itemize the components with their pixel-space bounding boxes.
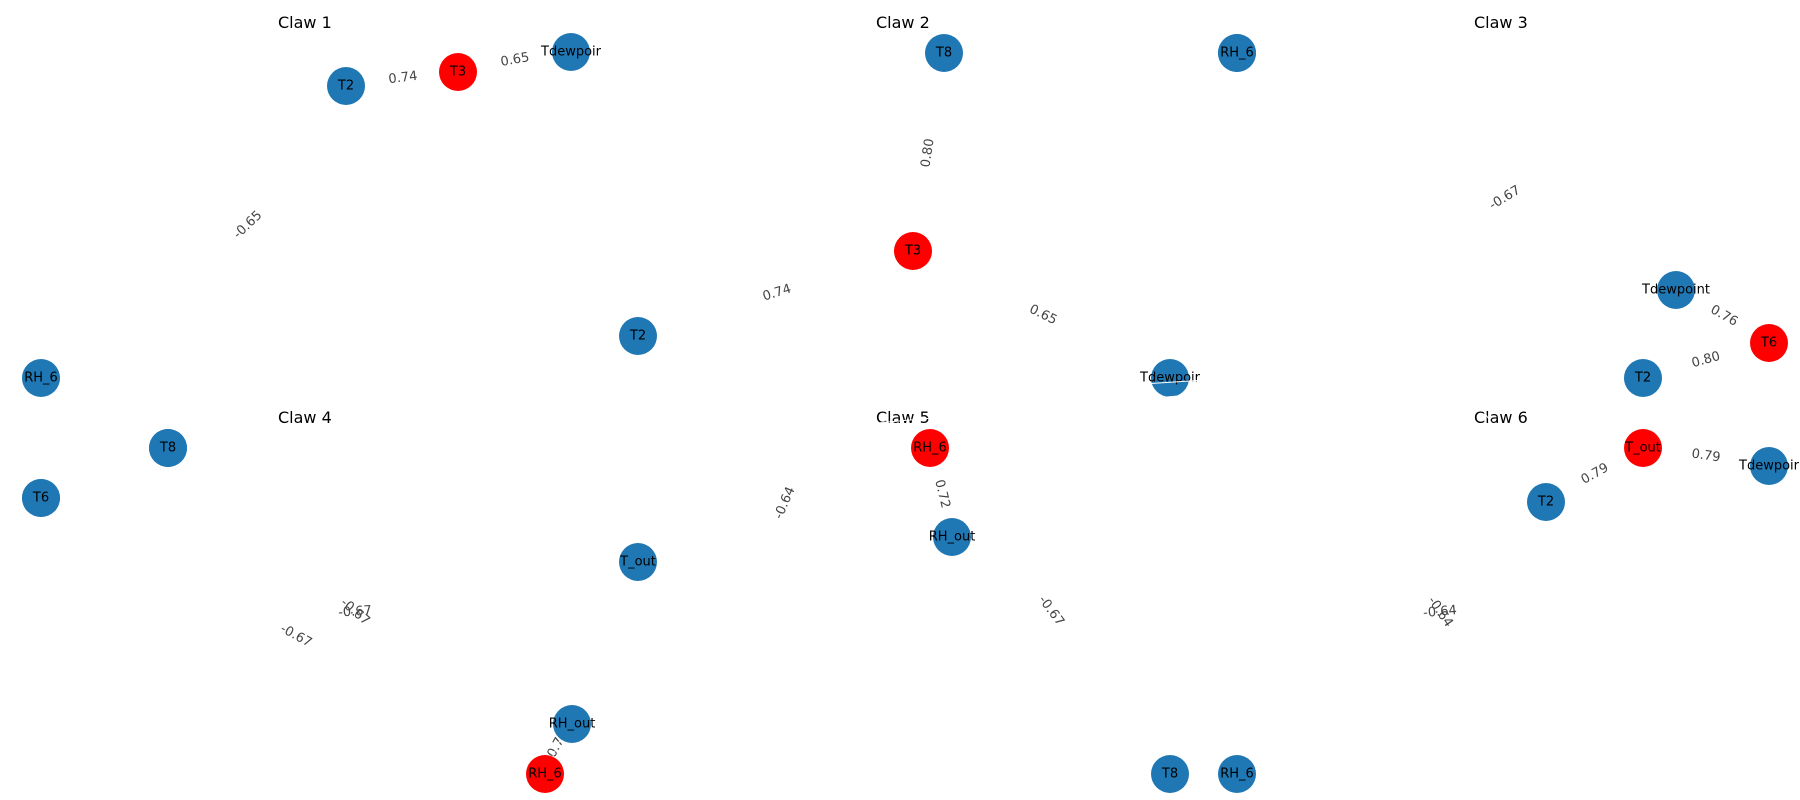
leaf-node [619,317,657,355]
edge-line [1642,447,1770,467]
hub-node [911,429,949,467]
edge-weight-label: -0.64 [1423,603,1458,621]
panel-title-claw-6: Claw 6 [1474,408,1528,427]
edge-line [40,342,1770,499]
node-label: Tdewpoint [1641,283,1710,298]
edge-weight-label: -0.67 [338,603,373,620]
node-label: T3 [449,65,466,80]
node-label: T2 [337,79,354,94]
edge-weight-label: -0.67 [1035,593,1067,629]
node-label: T6 [1760,336,1777,351]
leaf-node [22,479,60,517]
claw-panel-1: 0.74 0.65 -0.65 T3 T2 Tdewpoir RH_6 [22,33,602,397]
node-label: T6 [32,491,49,506]
leaf-node [1151,755,1189,793]
edge-weight-label: 0.79 [1579,460,1612,487]
leaf-node [619,543,657,581]
hub-node [1750,324,1788,362]
node-label: Tdewpoir [1738,459,1800,474]
claw-panel-2: 0.800.740.65-0.67T3T8RH_6T2Tdewpoir [619,34,1523,397]
edge-line [951,536,1238,775]
node-label: RH_6 [1220,46,1254,61]
leaf-node [1624,359,1662,397]
node-label: RH_6 [1220,767,1254,782]
leaf-node [1218,34,1256,72]
leaf-node [1151,359,1189,397]
node-label: T_out [1624,441,1661,456]
panel-title-claw-1: Claw 1 [278,13,332,32]
edge-line [912,52,1238,252]
node-label: RH_6 [913,441,947,456]
hub-node [526,755,564,793]
edge-weight-label: 0.72 [931,478,953,510]
edge-line [929,447,1171,775]
edge-line [167,447,546,775]
edge-weight-label: -0.64 [771,485,798,522]
node-label: RH_6 [528,767,562,782]
edge-line [40,85,347,379]
panel-title-claw-4: Claw 4 [278,408,332,427]
panel-title-claw-3: Claw 3 [1474,13,1528,32]
node-label: T2 [1634,371,1651,386]
leaf-node [552,33,590,71]
edge-weight-label: 0.79 [1691,447,1722,466]
node-label: T_out [619,555,656,570]
edge-weight-label: 0.74 [761,282,793,305]
edge-weight-label: 0.76 [1708,302,1741,329]
hub-node [1624,429,1662,467]
edge-line [912,52,945,252]
node-label: RH_out [549,717,596,732]
edge-weight-label: -0.67 [278,621,315,650]
panel-title-claw-5: Claw 5 [876,408,930,427]
panel-title-claw-2: Claw 2 [876,13,930,32]
node-label: RH_out [929,530,976,545]
leaf-node [22,359,60,397]
node-label: RH_6 [24,371,58,386]
node-label: T8 [159,441,176,456]
leaf-node [1527,483,1565,521]
node-label: Tdewpoir [540,45,602,60]
edge-weight-label: -0.65 [231,208,266,242]
node-label: T2 [629,329,646,344]
claw-panel-3: 0.76 0.80 -0.64 -0.67 T6 Tdewpoint T2 RH_6 T8 [22,271,1788,621]
leaf-node [553,705,591,743]
node-label: T8 [935,46,952,61]
claw-panel-5: 0.72 -0.67 RH_6 RH_out T8 RH_6 [911,429,1256,793]
leaf-node [1218,755,1256,793]
leaf-node [1657,271,1695,309]
edge-line [544,561,639,775]
edge-weight-label: 0.65 [1027,302,1060,328]
edge-weight-label: 0.65 [499,50,530,70]
node-label: T2 [1537,495,1554,510]
leaf-node [933,518,971,556]
leaf-node [327,67,365,105]
edge-weight-label: 0.74 [388,69,419,87]
node-label: T3 [904,244,921,259]
leaf-node [1750,447,1788,485]
edge-line [637,250,914,337]
edge-weight-label: 0.80 [918,138,937,169]
hub-node [439,53,477,91]
node-label: T8 [1161,767,1178,782]
edge-weight-label: -0.67 [1487,183,1524,213]
edge-line [912,250,1171,379]
edge-line [1642,342,1770,379]
hub-node [894,232,932,270]
edge-weight-label: 0.80 [1690,349,1722,371]
claw-panel-6: 0.79 0.79 -0.64 T_out T2 Tdewpoir RH_6 [1218,34,1800,630]
leaf-node [925,34,963,72]
edge-line [457,51,572,73]
edge-line [1236,52,1547,503]
leaf-node [149,429,187,467]
edge-line [167,342,1770,449]
edge-line [40,497,546,775]
